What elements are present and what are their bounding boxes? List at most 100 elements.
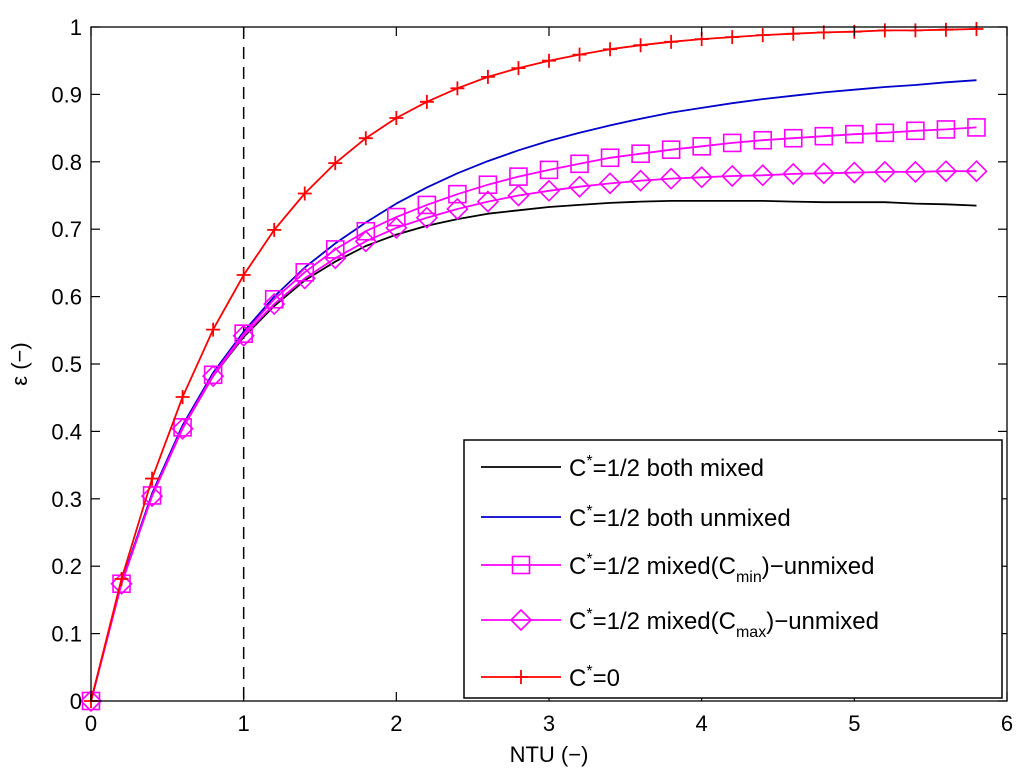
data-point-5-20 [664, 34, 679, 49]
data-point-5-11 [389, 110, 404, 125]
data-point-3-21 [692, 136, 711, 156]
data-point-5-25 [816, 25, 831, 40]
data-point-4-5 [202, 365, 225, 388]
data-point-4-17 [568, 175, 591, 198]
legend-marker [511, 555, 531, 575]
x-axis-label: NTU (−) [510, 742, 589, 767]
data-point-3-19 [631, 144, 650, 164]
data-point-5-2 [114, 572, 129, 587]
data-point-4-13 [446, 197, 469, 221]
y-tick-label: 0.6 [51, 285, 82, 310]
data-point-4-19 [629, 169, 652, 192]
series-4 [79, 160, 988, 713]
data-point-4-8 [293, 267, 316, 290]
series-line-4 [90, 170, 977, 702]
y-tick-label: 0.5 [51, 352, 82, 377]
data-point-4-16 [537, 179, 561, 202]
data-point-3-14 [478, 175, 498, 195]
x-tick-label: 1 [238, 711, 250, 736]
data-point-5-8 [297, 186, 312, 201]
x-tick-label: 5 [848, 711, 860, 736]
data-point-5-29 [938, 22, 953, 37]
y-tick-label: 0.3 [51, 487, 82, 512]
data-point-4-27 [873, 160, 896, 184]
data-point-4-11 [385, 216, 408, 239]
legend-item: C*=0 [481, 663, 620, 692]
data-point-5-18 [603, 42, 618, 57]
y-tick-label: 0.8 [51, 150, 82, 175]
legend-marker [509, 608, 533, 632]
data-point-5-27 [877, 23, 892, 38]
x-tick-label: 0 [85, 711, 97, 736]
y-tick-label: 0 [70, 689, 82, 714]
y-axis-label: ε (−) [7, 342, 32, 385]
data-point-5-12 [419, 94, 434, 109]
data-point-3-26 [845, 124, 864, 144]
data-point-4-24 [782, 162, 805, 186]
data-point-5-6 [236, 268, 251, 283]
data-point-4-30 [965, 160, 988, 183]
legend-label: C*=1/2 mixed(Cmin)−unmixed [569, 551, 874, 586]
y-tick-label: 1 [70, 15, 82, 40]
y-tick-label: 0.4 [51, 419, 82, 444]
data-point-3-16 [539, 160, 559, 180]
data-point-5-24 [786, 26, 801, 41]
data-point-4-28 [904, 160, 927, 184]
legend-marker [514, 670, 528, 684]
data-point-5-4 [175, 390, 190, 405]
legend-item: C*=1/2 both mixed [481, 453, 764, 482]
legend-label: C*=1/2 both mixed [569, 453, 764, 482]
data-point-5-14 [480, 69, 495, 84]
y-tick-label: 0.7 [51, 217, 82, 242]
series-5 [84, 22, 984, 708]
x-tick-label: 4 [696, 711, 708, 736]
data-point-5-17 [572, 47, 587, 62]
data-point-5-23 [755, 28, 770, 43]
data-point-5-9 [328, 156, 343, 171]
series-2 [90, 79, 977, 702]
data-point-4-1 [79, 689, 103, 713]
legend-label: C*=1/2 both unmixed [569, 503, 791, 532]
data-point-3-29 [936, 120, 956, 139]
data-point-5-28 [908, 23, 923, 38]
data-point-4-26 [843, 161, 866, 184]
data-point-4-3 [140, 484, 164, 508]
data-point-4-25 [812, 162, 835, 185]
data-point-5-19 [633, 38, 648, 53]
data-point-3-20 [661, 140, 681, 159]
data-point-4-2 [110, 572, 133, 595]
data-point-4-6 [232, 324, 255, 347]
data-point-4-29 [934, 160, 958, 183]
data-point-3-13 [448, 184, 467, 204]
y-tick-label: 0.1 [51, 622, 82, 647]
data-point-4-12 [415, 206, 438, 229]
legend-label: C*=0 [569, 663, 620, 692]
data-point-3-11 [387, 207, 406, 227]
x-tick-label: 2 [390, 711, 402, 736]
data-point-5-15 [511, 61, 526, 76]
data-point-3-22 [722, 133, 742, 153]
legend-label: C*=1/2 mixed(Cmax)−unmixed [569, 606, 879, 641]
data-point-3-30 [967, 118, 986, 137]
data-point-3-27 [875, 123, 895, 143]
data-point-3-7 [264, 289, 284, 309]
data-point-3-18 [600, 148, 620, 168]
data-point-4-15 [507, 184, 530, 207]
legend-box [463, 439, 1003, 699]
data-point-3-23 [753, 130, 773, 150]
data-point-5-7 [267, 222, 282, 237]
data-point-5-3 [145, 471, 160, 486]
series-line-2 [90, 79, 977, 702]
data-point-3-10 [356, 221, 376, 241]
y-tick-label: 0.2 [51, 554, 82, 579]
data-point-5-10 [358, 131, 373, 146]
data-point-5-22 [725, 30, 740, 45]
data-point-4-10 [354, 230, 377, 253]
data-point-4-18 [598, 172, 622, 195]
data-point-3-28 [906, 121, 925, 141]
data-point-3-17 [570, 154, 589, 174]
x-tick-label: 6 [1001, 711, 1013, 736]
legend-item: C*=1/2 both unmixed [481, 503, 791, 532]
data-point-4-20 [660, 167, 683, 190]
